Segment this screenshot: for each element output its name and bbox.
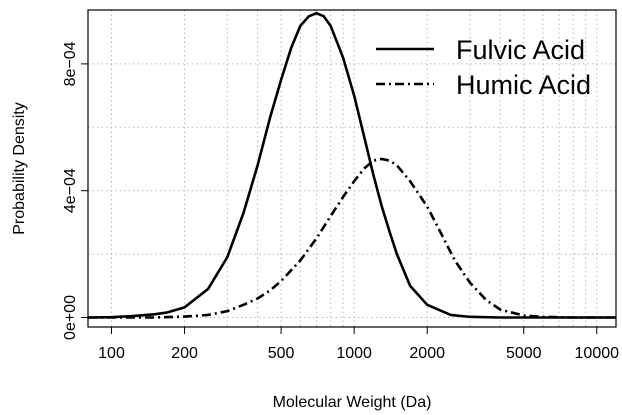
x-tick-label: 10000 bbox=[575, 345, 620, 362]
y-axis-title: Probability Density bbox=[11, 102, 28, 235]
y-axis: 0e+00 4e−04 8e−04 bbox=[62, 41, 88, 340]
x-tick-label: 1000 bbox=[336, 345, 372, 362]
x-tick-label: 200 bbox=[171, 345, 198, 362]
series-line-fulvic-acid bbox=[87, 11, 616, 319]
x-tick-label: 500 bbox=[268, 345, 295, 362]
legend-label: Humic Acid bbox=[456, 70, 591, 100]
x-tick-label: 2000 bbox=[409, 345, 445, 362]
legend: Fulvic Acid Humic Acid bbox=[376, 35, 591, 100]
series-line-humic-acid bbox=[88, 157, 616, 319]
legend-label: Fulvic Acid bbox=[456, 35, 585, 65]
x-tick-label: 5000 bbox=[506, 345, 542, 362]
x-axis-title: Molecular Weight (Da) bbox=[273, 394, 432, 411]
y-tick-label: 8e−04 bbox=[62, 41, 79, 86]
y-tick-label: 4e−04 bbox=[62, 168, 79, 213]
plot-frame bbox=[87, 9, 617, 328]
y-tick-label: 0e+00 bbox=[62, 295, 79, 340]
x-axis: 100 200 500 1000 2000 5000 10000 bbox=[98, 327, 619, 362]
x-tick-label: 100 bbox=[98, 345, 125, 362]
series-layer bbox=[87, 11, 616, 319]
